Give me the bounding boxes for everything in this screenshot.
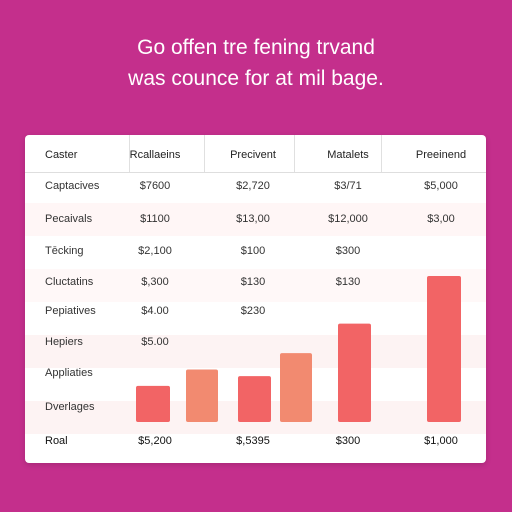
table-cell: $2,720 [236,180,270,192]
column-header: Preeinend [415,149,467,161]
row-label: Tēcking [45,245,84,257]
table-cell: $,300 [141,276,169,288]
table-cell: $5.00 [141,336,169,348]
headline-line-1: Go offen tre fening trvand [137,36,375,59]
row-stripe [25,269,486,302]
table-cell: $7600 [139,180,171,192]
bar-2 [186,369,218,422]
total-cell: $5,200 [138,435,172,447]
total-cell: $1,000 [424,435,458,447]
bar-1 [136,385,170,422]
bar-chart [136,276,461,422]
table-cell: $5,000 [424,180,458,192]
total-cell: $300 [335,435,361,447]
row-label: Pecaivals [45,213,93,225]
row-label: Appliaties [45,367,93,379]
table-cell: $2,100 [138,245,172,257]
column-divider [129,135,130,172]
total-cell: $,5395 [236,435,270,447]
table-cell: $3,00 [427,213,455,225]
column-header: Precivent [230,149,276,161]
column-header: Rcallaeins [129,149,181,161]
row-label: Pepiatives [45,305,96,317]
row-label: Cluctatins [45,276,94,288]
header-divider [25,172,486,173]
table-cell: $130 [240,276,266,288]
table-cell: $300 [335,245,361,257]
table-cell: $100 [240,245,266,257]
bar-6 [427,276,461,422]
bar-5 [338,323,371,422]
table-cell: $3/71 [334,180,362,192]
table-cell: $4.00 [141,305,169,317]
table-cell: $12,000 [328,213,368,225]
table-cell: $13,00 [236,213,270,225]
row-stripe [25,335,486,368]
table-cell: $130 [335,276,361,288]
column-header: Caster [45,149,78,161]
row-label: Hepiers [45,336,83,348]
row-stripe [25,203,486,236]
column-divider [294,135,295,172]
row-label: Dverlages [45,401,95,413]
headline-line-2: was counce for at mil bage. [128,67,384,90]
table-cell: $230 [240,305,266,317]
table-cell: $1100 [140,213,170,225]
headline: Go offen tre fening trvand was counce fo… [0,32,512,94]
column-header: Matalets [327,149,369,161]
column-divider [381,135,382,172]
bar-3 [238,376,271,422]
row-label: Captacives [45,180,100,192]
total-label: Roal [45,435,68,447]
bar-4 [280,353,312,422]
chart-card: Caster Rcallaeins Precivent Matalets Preeine… [25,135,486,463]
column-divider [204,135,205,172]
